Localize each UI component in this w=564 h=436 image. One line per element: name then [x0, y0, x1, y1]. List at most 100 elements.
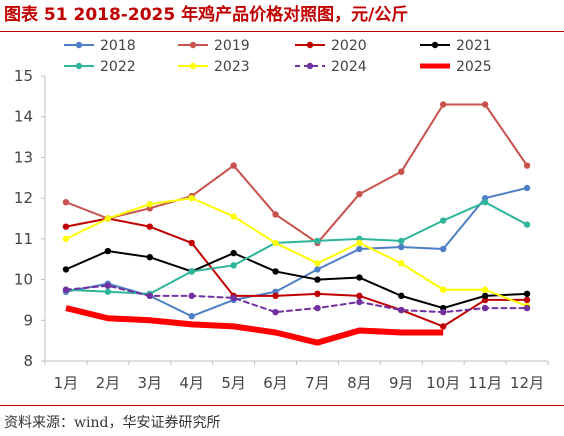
- chart-series-lines: [62, 101, 531, 346]
- data-point: [188, 292, 195, 300]
- data-point: [230, 249, 237, 257]
- data-point: [481, 199, 489, 206]
- legend-label: 2023: [214, 59, 250, 75]
- data-point: [440, 217, 447, 224]
- data-point: [272, 292, 279, 300]
- data-point: [314, 276, 321, 283]
- data-point: [146, 223, 153, 230]
- series-2019: [62, 101, 531, 247]
- data-point: [188, 268, 195, 275]
- legend-label: 2021: [456, 38, 492, 54]
- chart-legend: 2018 2019 2020 2021 2022 2023 2024 2025: [64, 38, 492, 75]
- series-line: [64, 217, 529, 328]
- data-point: [356, 239, 363, 247]
- x-tick-label: 5月: [221, 374, 246, 392]
- data-point: [272, 268, 279, 275]
- legend-item-2018: 2018: [64, 38, 136, 54]
- data-point: [356, 245, 363, 253]
- legend-item-2021: 2021: [420, 38, 492, 54]
- x-tick-label: 11月: [468, 374, 502, 392]
- data-point: [104, 247, 112, 255]
- data-point: [440, 308, 447, 316]
- legend-label: 2025: [456, 59, 492, 75]
- data-point: [398, 306, 405, 314]
- legend-label: 2020: [331, 38, 367, 54]
- data-point: [314, 304, 321, 312]
- data-point: [481, 286, 489, 293]
- data-point: [314, 266, 321, 273]
- x-tick-label: 12月: [510, 374, 544, 392]
- x-tick-label: 4月: [179, 374, 204, 392]
- series-line: [64, 103, 529, 244]
- series-2021: [62, 247, 531, 312]
- x-tick-label: 8月: [347, 374, 372, 392]
- x-tick-label: 3月: [138, 374, 163, 392]
- data-point: [356, 292, 363, 300]
- data-point: [481, 101, 489, 108]
- data-point: [440, 286, 447, 293]
- legend-label: 2022: [100, 59, 136, 75]
- series-line: [64, 250, 529, 310]
- series-2024: [62, 282, 531, 316]
- data-point: [314, 260, 321, 267]
- data-point: [356, 274, 363, 281]
- title-divider: [0, 31, 564, 32]
- data-point: [398, 168, 405, 175]
- legend-marker: [306, 41, 314, 49]
- data-point: [146, 292, 153, 300]
- data-point: [523, 296, 531, 304]
- data-point: [523, 184, 531, 192]
- data-point: [146, 253, 153, 261]
- y-tick-label: 10: [14, 271, 33, 289]
- x-tick-label: 9月: [389, 374, 414, 392]
- data-point: [523, 221, 531, 228]
- y-tick-label: 8: [23, 352, 33, 370]
- legend-marker: [431, 41, 439, 49]
- data-point: [104, 282, 112, 289]
- data-point: [272, 239, 279, 247]
- data-point: [62, 235, 70, 243]
- series-line: [65, 305, 444, 346]
- series-line: [64, 284, 529, 314]
- legend-label: 2024: [331, 59, 367, 75]
- series-2020: [62, 215, 531, 330]
- data-point: [230, 294, 237, 302]
- legend-item-2019: 2019: [178, 38, 250, 54]
- legend-label: 2019: [214, 38, 250, 54]
- source-divider: [0, 405, 564, 406]
- data-point: [104, 215, 112, 222]
- data-point: [62, 286, 70, 293]
- data-point: [398, 243, 405, 251]
- data-point: [398, 292, 405, 300]
- data-point: [230, 213, 237, 220]
- data-point: [440, 245, 447, 253]
- legend-item-2022: 2022: [64, 59, 136, 75]
- x-tick-label: 6月: [263, 374, 288, 392]
- series-2025: [65, 305, 444, 346]
- y-tick-label: 11: [14, 230, 33, 248]
- y-tick-label: 14: [14, 108, 33, 126]
- x-tick-label: 2月: [96, 374, 121, 392]
- x-tick-label: 7月: [305, 374, 330, 392]
- legend-marker: [189, 62, 197, 70]
- data-point: [356, 298, 363, 306]
- legend-label: 2018: [100, 38, 136, 54]
- data-point: [62, 266, 70, 273]
- data-point: [62, 199, 70, 206]
- legend-item-2025: 2025: [420, 59, 492, 75]
- y-tick-label: 15: [14, 67, 33, 85]
- y-tick-label: 12: [14, 189, 33, 207]
- figure-title: 图表 51 2018-2025 年鸡产品价格对照图，元/公斤: [4, 5, 409, 25]
- data-point: [146, 201, 153, 208]
- chart-axes: 8 9 10 11 12 13 14 15 1月 2月 3月 4月 5月 6月 7月 8月 9月 10月 11月 12…: [14, 67, 549, 392]
- legend-marker: [189, 41, 197, 49]
- y-tick-label: 13: [14, 148, 33, 166]
- data-point: [398, 260, 405, 267]
- data-point: [188, 239, 195, 247]
- data-point: [272, 211, 279, 218]
- data-point: [62, 223, 70, 230]
- data-point: [188, 194, 195, 202]
- series-2022: [62, 199, 531, 298]
